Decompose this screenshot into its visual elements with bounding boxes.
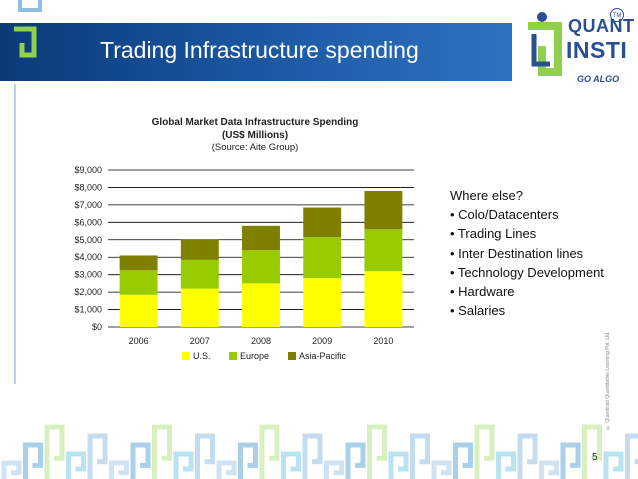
page-number: 5 — [592, 452, 598, 463]
chart-title: Global Market Data Infrastructure Spendi… — [110, 116, 400, 142]
side-item: • Hardware — [450, 284, 515, 300]
footer-pattern-shape — [560, 442, 581, 479]
bar-segment — [242, 225, 280, 251]
bar-segment — [303, 207, 342, 238]
stacked-bar-chart: $0 $1,000 $2,000 $3,000 $4,000 $5,000 $6,000 $7… — [74, 165, 414, 361]
bar-segment — [180, 239, 219, 260]
footer-pattern-shape — [431, 460, 452, 479]
side-item: • Technology Development — [450, 264, 604, 280]
x-tick-label: 2009 — [312, 336, 332, 346]
bar-segment — [303, 278, 342, 327]
bar-segment — [364, 190, 403, 230]
footer-pattern — [1, 424, 638, 479]
footer-pattern-shape — [109, 460, 129, 479]
footer-pattern-shape — [302, 433, 323, 479]
y-tick-label: $1,000 — [74, 305, 102, 315]
title-bar-icon — [10, 25, 38, 59]
bar-segment — [180, 288, 219, 327]
side-heading: Where else? — [450, 188, 523, 203]
y-tick-label: $5,000 — [74, 235, 102, 245]
x-tick-label: 2010 — [373, 336, 393, 346]
legend-swatch — [288, 352, 296, 360]
bar-segment — [364, 229, 403, 272]
footer-pattern-shape — [388, 451, 409, 479]
y-tick-label: $0 — [92, 322, 102, 332]
footer-pattern-shape — [453, 442, 473, 479]
legend-swatch — [229, 352, 237, 360]
side-item: • Colo/Datacenters — [450, 207, 559, 223]
y-tick-label: $2,000 — [74, 287, 102, 297]
y-tick-label: $4,000 — [74, 252, 102, 262]
top-decoration — [16, 0, 44, 14]
footer-pattern-shape — [259, 424, 280, 479]
left-divider — [14, 84, 16, 384]
footer-pattern-shape — [195, 433, 215, 479]
footer-pattern-shape — [496, 451, 516, 479]
footer-pattern-shape — [216, 460, 237, 479]
bar-segment — [119, 294, 158, 327]
bar-segment — [119, 255, 158, 271]
title-bar — [0, 23, 512, 81]
footer-pattern-shape — [582, 424, 602, 479]
logo-insti-text: INSTI — [566, 37, 628, 63]
bar-segment — [119, 270, 158, 295]
footer-pattern-shape — [281, 451, 301, 479]
footer-pattern-shape — [66, 451, 86, 479]
footer-pattern-shape — [625, 433, 638, 479]
y-tick-label: $7,000 — [74, 200, 102, 210]
chart-title-line2: (US$ Millions) — [221, 130, 289, 141]
footer-pattern-shape — [152, 424, 172, 479]
y-tick-label: $9,000 — [74, 165, 102, 175]
footer-pattern-shape — [324, 460, 344, 479]
logo-tagline: GO ALGO — [577, 74, 620, 84]
bar-segment — [242, 250, 280, 284]
footer-pattern-shape — [87, 433, 108, 479]
footer-pattern-shape — [44, 424, 65, 479]
chart-subtitle: (Source: Aite Group) — [211, 142, 299, 153]
x-tick-label: 2008 — [251, 336, 271, 346]
logo-quant-text: QUANT — [568, 16, 635, 36]
side-item: • Inter Destination lines — [450, 245, 584, 261]
footer-pattern-shape — [410, 433, 430, 479]
legend-label: Europe — [240, 351, 269, 361]
footer-pattern-shape — [130, 442, 151, 479]
quantinsti-logo-icon — [522, 10, 630, 90]
side-item: • Salaries — [450, 303, 506, 319]
y-tick-label: $3,000 — [74, 270, 102, 280]
x-tick-label: 2007 — [190, 336, 210, 346]
legend-label: Asia-Pacific — [299, 351, 347, 361]
footer-pattern-shape — [345, 442, 366, 479]
footer-pattern-shape — [517, 433, 538, 479]
footer-pattern-shape — [539, 460, 559, 479]
footer-pattern-shape — [238, 442, 258, 479]
bar-segment — [242, 283, 280, 327]
legend-label: U.S. — [193, 351, 211, 361]
footer-pattern-shape — [603, 451, 624, 479]
bar-segment — [180, 259, 219, 289]
footer-pattern-shape — [367, 424, 387, 479]
footer-pattern-shape — [1, 460, 22, 479]
slide-title: Trading Infrastructure spending — [100, 37, 419, 63]
legend-swatch — [182, 352, 190, 360]
bar-segment — [303, 237, 342, 279]
y-tick-label: $8,000 — [74, 182, 102, 192]
y-tick-label: $6,000 — [74, 217, 102, 227]
footer-pattern-shape — [23, 442, 43, 479]
chart-title-line1: Global Market Data Infrastructure Spendi… — [151, 117, 359, 128]
trademark-icon: TM — [610, 8, 624, 22]
footer-pattern-shape — [173, 451, 194, 479]
side-text-list: Where else? • Colo/Datacenters • Trading… — [450, 186, 604, 320]
x-tick-label: 2006 — [129, 336, 149, 346]
footer-pattern-shape — [474, 424, 495, 479]
bar-segment — [364, 271, 403, 327]
side-item: • Trading Lines — [450, 226, 537, 242]
